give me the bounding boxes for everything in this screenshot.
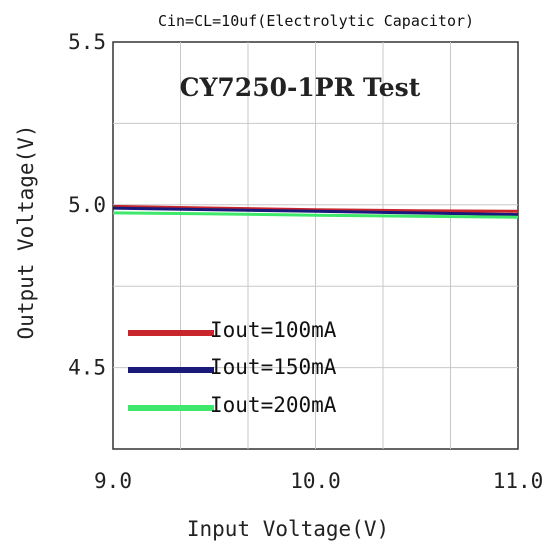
- x-tick-label: 9.0: [94, 469, 132, 493]
- y-tick-label: 4.5: [68, 356, 106, 380]
- legend-label-2: Iout=150mA: [210, 355, 337, 379]
- legend: Iout=100mA Iout=150mA Iout=200mA: [128, 318, 337, 417]
- x-tick-label: 10.0: [290, 469, 341, 493]
- series-line-2: [112, 206, 519, 217]
- x-tick-label: 11.0: [493, 469, 544, 493]
- y-tick-label: 5.0: [68, 193, 106, 217]
- x-axis-label: Input Voltage(V): [187, 517, 389, 541]
- legend-label-1: Iout=100mA: [210, 318, 337, 342]
- series-line-1: [112, 204, 519, 213]
- chart-subtitle: Cin=CL=10uf(Electrolytic Capacitor): [158, 12, 474, 30]
- tick-labels: 9.0 10.0 11.0 4.5 5.0 5.5: [68, 30, 543, 493]
- y-axis-label: Output Voltage(V): [14, 125, 38, 340]
- series-line-3: [112, 211, 519, 219]
- y-tick-label: 5.5: [68, 30, 106, 54]
- chart-title: CY7250-1PR Test: [180, 73, 421, 102]
- series-layer: [112, 204, 519, 219]
- legend-label-3: Iout=200mA: [210, 393, 337, 417]
